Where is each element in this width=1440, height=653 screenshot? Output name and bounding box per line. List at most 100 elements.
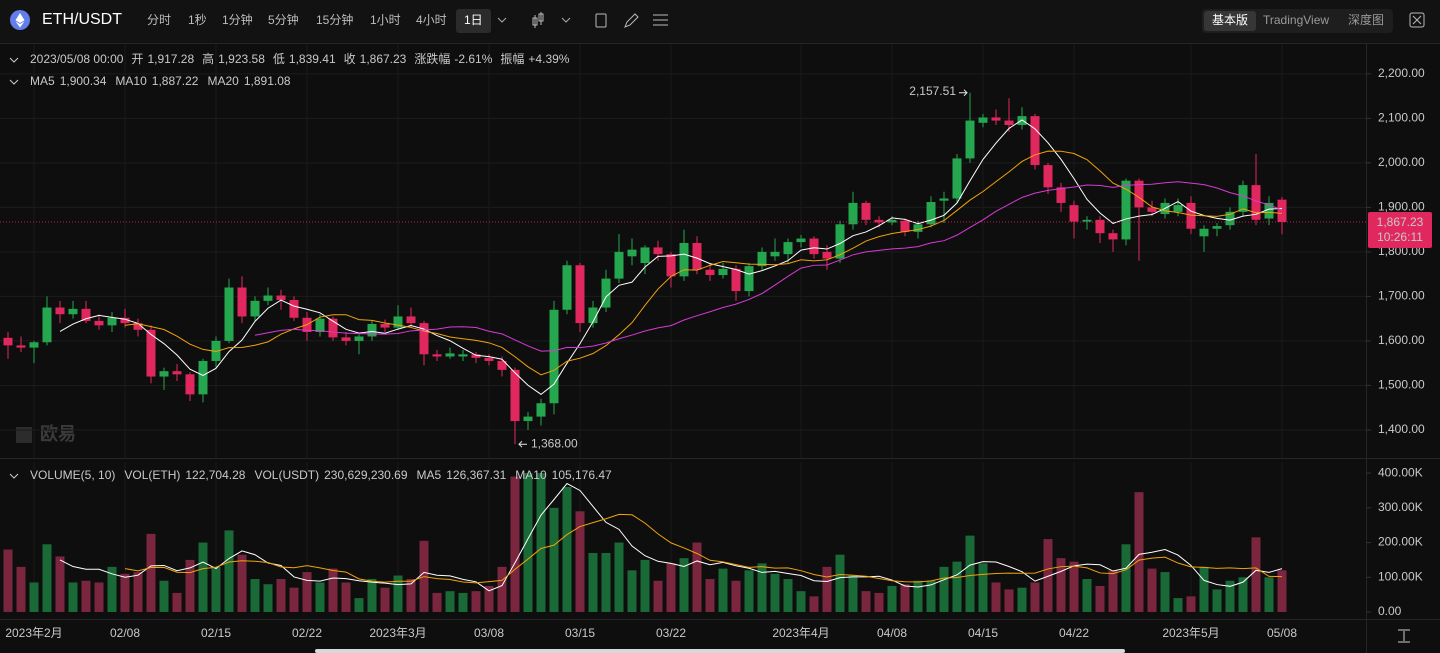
more-intervals[interactable] [497, 17, 507, 23]
x-tick-label: 05/08 [1267, 626, 1297, 640]
y-tick-label: 1,600.00 [1378, 333, 1425, 347]
candle-body [1095, 219, 1105, 234]
interval-button[interactable]: 1分钟 [222, 12, 253, 27]
legend-text: 涨跌幅 [414, 51, 450, 66]
y-tick-label: 1,400.00 [1378, 422, 1425, 436]
candle-body [1225, 211, 1235, 226]
draw-icon[interactable] [624, 13, 639, 28]
volume-bar [1186, 596, 1196, 612]
legend-text: 230,629,230.69 [324, 468, 408, 482]
x-tick-label: 04/22 [1059, 626, 1089, 640]
symbol[interactable]: ETH/USDT [42, 11, 122, 28]
settings-icon[interactable] [653, 14, 668, 26]
candle-body [952, 158, 962, 199]
candle-body [1134, 180, 1144, 208]
volume-bar [744, 570, 754, 612]
candle-body [835, 224, 845, 259]
candle-body [484, 357, 494, 361]
volume-bar [1225, 580, 1235, 612]
candle-body [653, 247, 663, 255]
volume-bar [887, 585, 897, 612]
volume-bar [718, 568, 728, 612]
interval-button[interactable]: 5分钟 [268, 12, 299, 27]
fullscreen-icon[interactable] [1409, 12, 1425, 28]
volume-bar [536, 473, 546, 612]
candle-body [991, 117, 1001, 121]
legend-text: 2023/05/08 00:00 [30, 52, 124, 66]
x-tick-label: 03/22 [656, 626, 686, 640]
candle-body [393, 316, 403, 328]
candle-body [1017, 116, 1027, 126]
volume-bar [692, 542, 702, 612]
legend-text: 1,867.23 [360, 52, 407, 66]
collapse-legend[interactable] [9, 57, 19, 63]
volume-bar [861, 591, 871, 612]
candle-body [757, 251, 767, 267]
candle-body [1121, 180, 1131, 240]
volume-bar [640, 559, 650, 612]
moving-average [254, 181, 1283, 352]
legend-text: 1,923.58 [218, 52, 265, 66]
x-tick-label: 2023年4月 [772, 626, 829, 640]
candle-body [965, 120, 975, 159]
volume-bar [679, 558, 689, 612]
chart-type-menu[interactable] [561, 17, 571, 23]
volume-bar [81, 580, 91, 612]
collapse-ma[interactable] [9, 79, 19, 85]
scrollbar[interactable] [315, 649, 1125, 653]
legend-text: 低 [273, 52, 285, 66]
y-tick-label: 400.00K [1378, 465, 1423, 479]
candle-body [1277, 199, 1287, 222]
indicator-icon[interactable] [595, 13, 607, 28]
volume-bar [939, 566, 949, 612]
legend-text: 105,176.47 [552, 468, 612, 482]
legend-text: MA5 [30, 74, 55, 88]
volume-bar [315, 582, 325, 612]
volume-bar [276, 579, 286, 612]
volume-bar [822, 566, 832, 612]
volume-bar [237, 554, 247, 612]
volume-bar [432, 592, 442, 612]
legend-text: 开 [131, 52, 143, 66]
candle-body [1004, 120, 1014, 126]
volume-bar [1264, 577, 1274, 612]
view-button[interactable]: 深度图 [1348, 12, 1384, 27]
candle-body [1069, 205, 1079, 222]
interval-button[interactable]: 15分钟 [316, 12, 353, 27]
interval-button[interactable]: 1日 [464, 13, 483, 27]
interval-button[interactable]: 1秒 [188, 13, 207, 27]
y-tick-label: 2,200.00 [1378, 66, 1425, 80]
interval-button[interactable]: 分时 [147, 13, 171, 27]
chart-type-icon[interactable] [532, 12, 544, 28]
legend-text: 126,367.31 [446, 468, 506, 482]
interval-button[interactable]: 1小时 [370, 13, 401, 27]
interval-button[interactable]: 4小时 [416, 13, 447, 27]
view-button[interactable]: TradingView [1263, 13, 1329, 27]
candle-body [55, 307, 65, 315]
candle-body [809, 238, 819, 255]
countdown: 10:26:11 [1377, 230, 1423, 244]
view-button[interactable]: 基本版 [1212, 13, 1248, 27]
candle-body [679, 242, 689, 277]
y-tick-label: 1,500.00 [1378, 378, 1425, 392]
volume-bar [1017, 587, 1027, 612]
candle-body [887, 219, 897, 223]
volume-bar [835, 554, 845, 612]
time-axis-reset[interactable] [1398, 629, 1410, 643]
volume-bar [68, 582, 78, 612]
candle-body [822, 251, 832, 259]
y-tick-label: 300.00K [1378, 500, 1423, 514]
volume-bar [1069, 561, 1079, 612]
volume-bar [55, 556, 65, 612]
volume-bar [1212, 589, 1222, 612]
candle-body [328, 318, 338, 338]
volume-bar [458, 592, 468, 612]
candle-body [445, 353, 455, 357]
volume-bar [731, 580, 741, 612]
candle-body [601, 278, 611, 308]
collapse-volume[interactable] [9, 473, 19, 479]
volume-bar [510, 476, 520, 612]
candle-body [731, 268, 741, 292]
